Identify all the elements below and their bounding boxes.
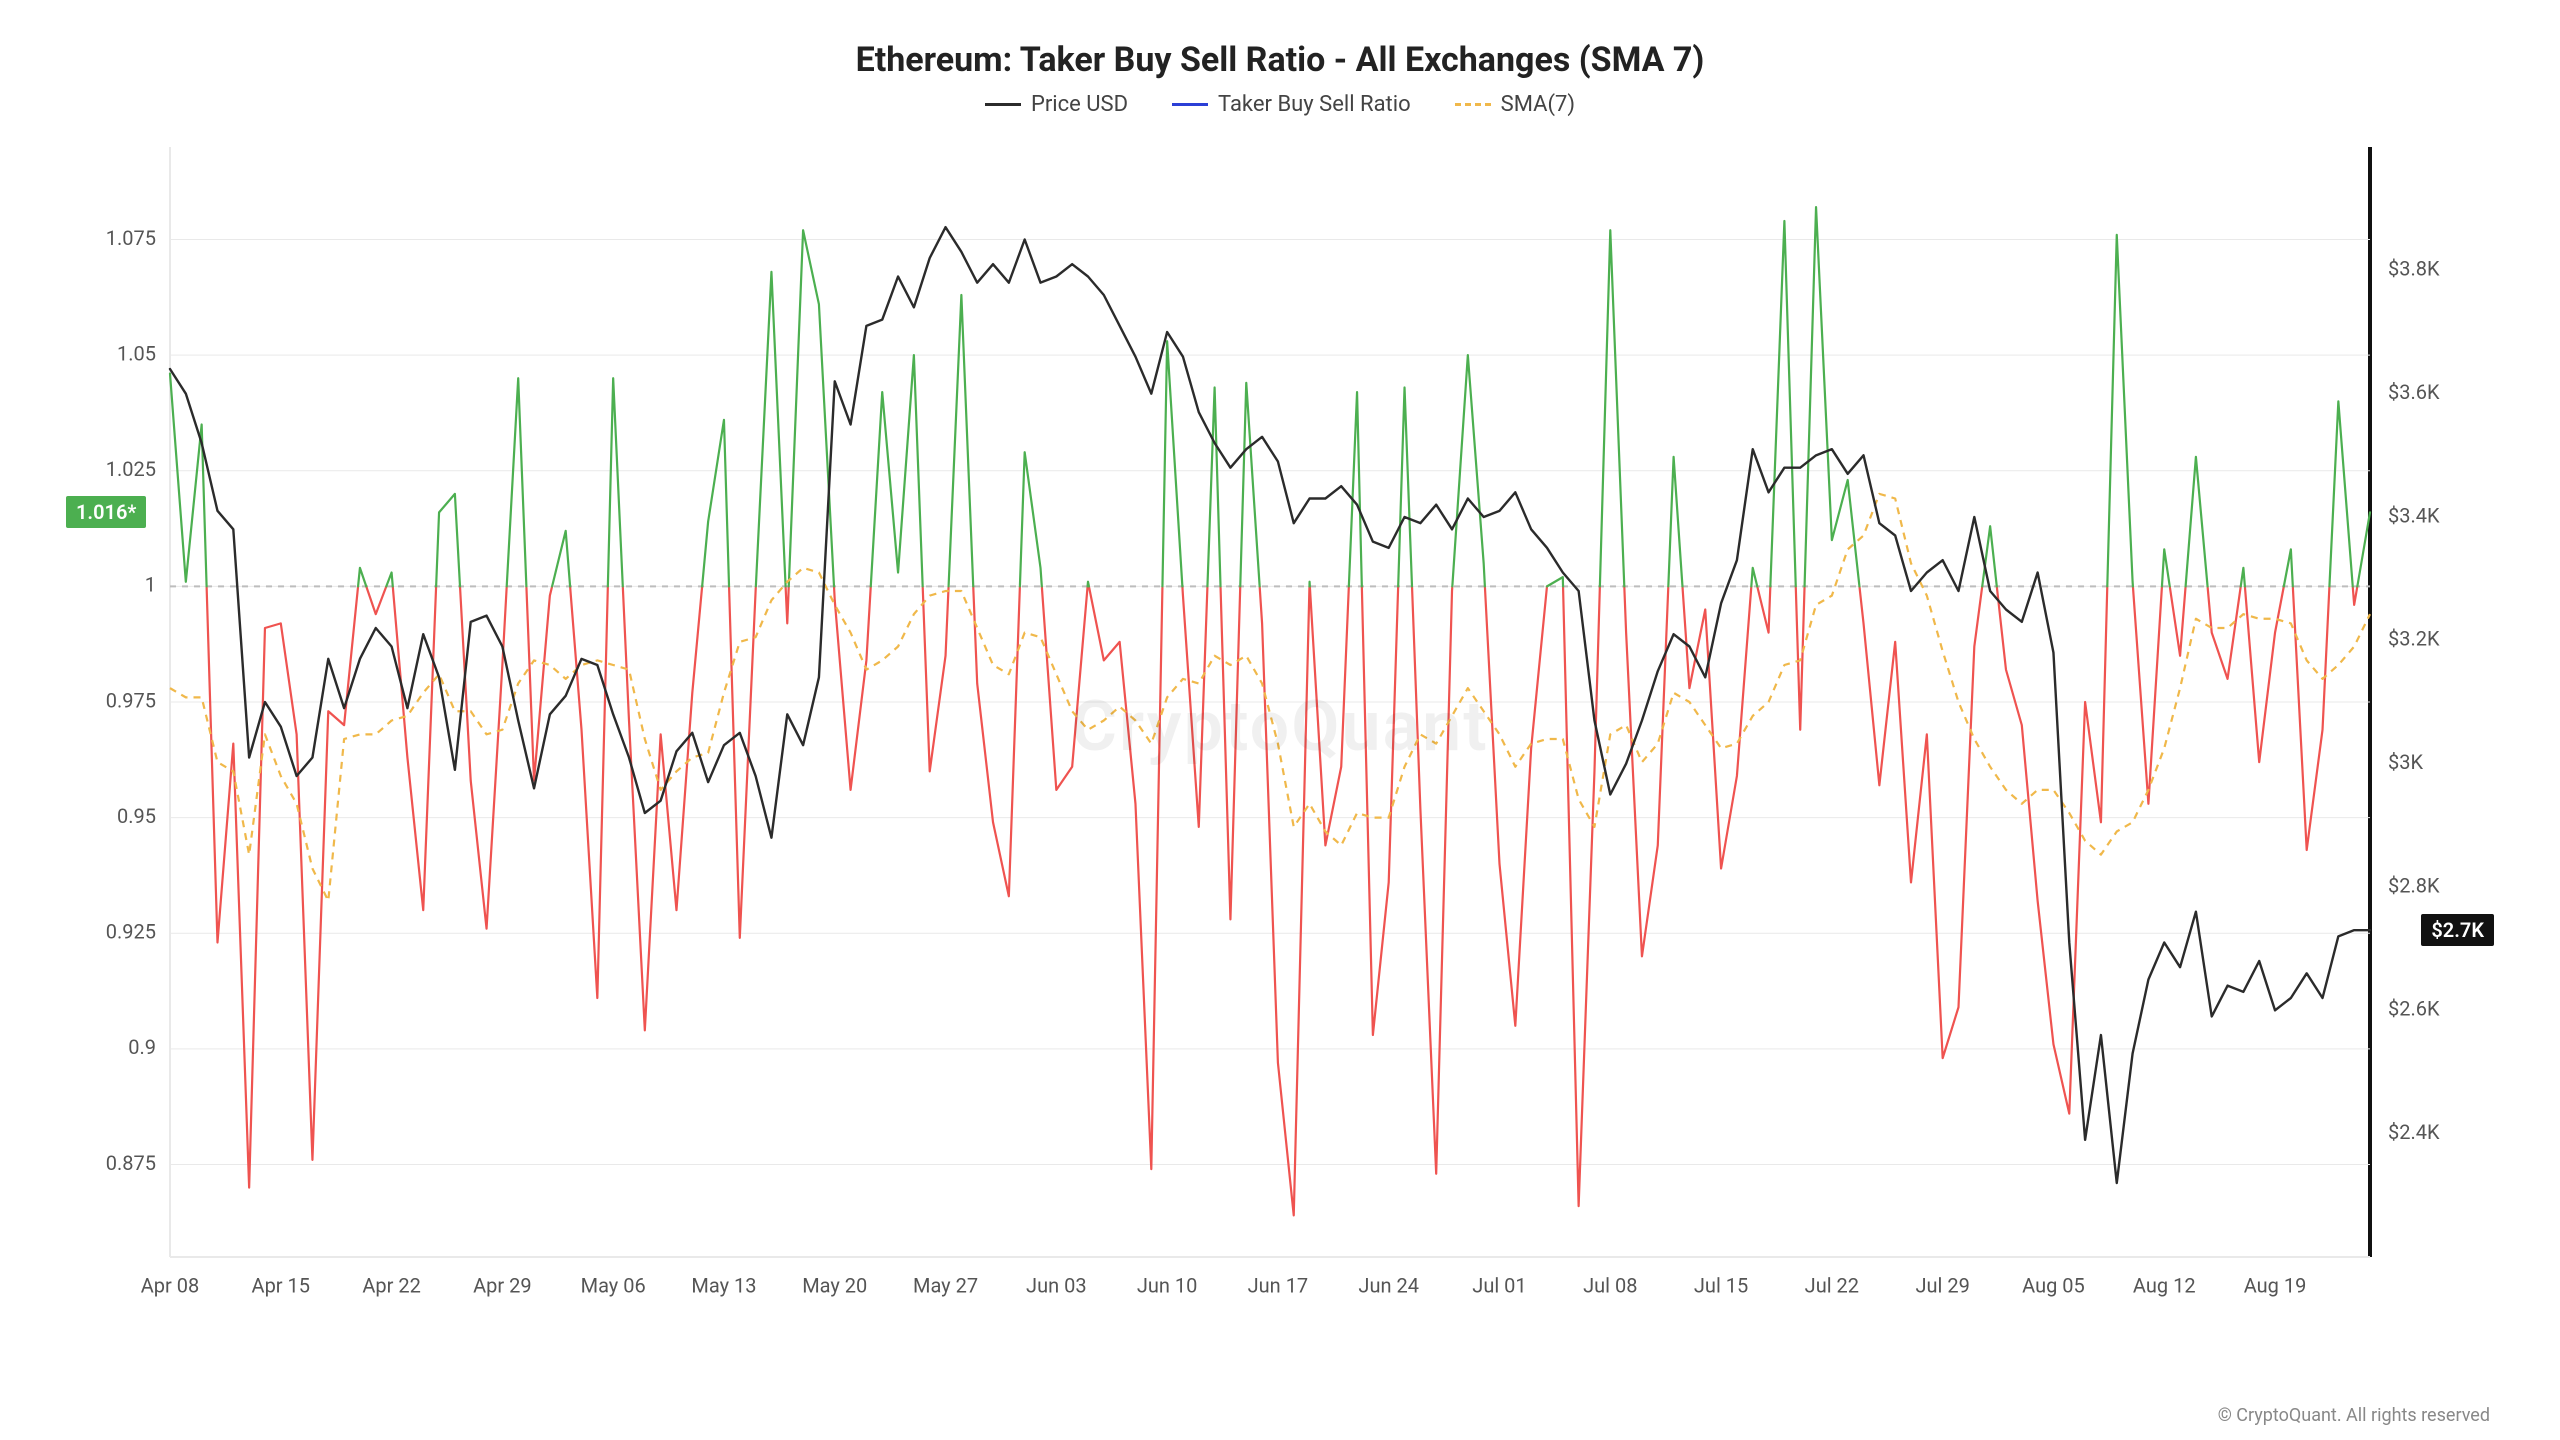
svg-text:Jul 22: Jul 22 xyxy=(1805,1273,1859,1297)
svg-text:0.925: 0.925 xyxy=(106,920,156,944)
legend-item-sma: SMA(7) xyxy=(1455,92,1575,117)
chart-title: Ethereum: Taker Buy Sell Ratio - All Exc… xyxy=(60,40,2500,80)
svg-text:May 20: May 20 xyxy=(802,1273,867,1297)
legend-swatch-sma xyxy=(1455,103,1491,106)
chart-area: 0.875 0.9 0.925 0.95 0.975 1 1.025 1.05 1.075 $2.… xyxy=(60,137,2500,1317)
svg-text:$2.6K: $2.6K xyxy=(2388,997,2440,1021)
svg-text:1.075: 1.075 xyxy=(106,226,156,250)
svg-text:Jun 03: Jun 03 xyxy=(1026,1273,1087,1297)
left-axis-current-badge: 1.016* xyxy=(66,496,146,528)
svg-text:Jul 08: Jul 08 xyxy=(1583,1273,1637,1297)
svg-text:Apr 08: Apr 08 xyxy=(141,1273,200,1297)
legend-label-sma: SMA(7) xyxy=(1501,92,1575,117)
legend-swatch-price xyxy=(985,103,1021,106)
svg-text:Apr 15: Apr 15 xyxy=(252,1273,311,1297)
chart-svg: 0.875 0.9 0.925 0.95 0.975 1 1.025 1.05 1.075 $2.… xyxy=(60,137,2500,1317)
svg-text:$3K: $3K xyxy=(2388,750,2423,774)
svg-text:0.975: 0.975 xyxy=(106,688,156,712)
svg-text:May 13: May 13 xyxy=(691,1273,756,1297)
legend: Price USD Taker Buy Sell Ratio SMA(7) xyxy=(60,92,2500,117)
svg-text:1: 1 xyxy=(145,573,156,597)
legend-item-ratio: Taker Buy Sell Ratio xyxy=(1172,92,1411,117)
svg-text:1.05: 1.05 xyxy=(117,341,156,365)
svg-text:0.875: 0.875 xyxy=(106,1151,156,1175)
svg-text:May 27: May 27 xyxy=(913,1273,978,1297)
svg-text:Jul 15: Jul 15 xyxy=(1694,1273,1748,1297)
svg-text:$3.4K: $3.4K xyxy=(2388,503,2440,527)
svg-text:$2.8K: $2.8K xyxy=(2388,873,2440,897)
svg-text:$2.4K: $2.4K xyxy=(2388,1120,2440,1144)
copyright: © CryptoQuant. All rights reserved xyxy=(2218,1405,2490,1426)
svg-text:0.95: 0.95 xyxy=(117,804,156,828)
svg-text:Apr 22: Apr 22 xyxy=(362,1273,421,1297)
svg-text:$3.6K: $3.6K xyxy=(2388,380,2440,404)
svg-text:Apr 29: Apr 29 xyxy=(473,1273,532,1297)
svg-text:Jun 24: Jun 24 xyxy=(1358,1273,1419,1297)
svg-text:$3.8K: $3.8K xyxy=(2388,257,2440,281)
svg-text:Aug 19: Aug 19 xyxy=(2244,1273,2307,1297)
legend-label-price: Price USD xyxy=(1031,92,1128,117)
svg-text:Jun 17: Jun 17 xyxy=(1248,1273,1309,1297)
svg-text:Aug 12: Aug 12 xyxy=(2133,1273,2196,1297)
svg-text:May 06: May 06 xyxy=(581,1273,646,1297)
legend-item-price: Price USD xyxy=(985,92,1128,117)
right-axis-current-badge: $2.7K xyxy=(2421,914,2494,946)
svg-text:Aug 05: Aug 05 xyxy=(2022,1273,2085,1297)
legend-swatch-ratio xyxy=(1172,103,1208,106)
svg-text:1.025: 1.025 xyxy=(106,457,156,481)
legend-label-ratio: Taker Buy Sell Ratio xyxy=(1218,92,1411,117)
svg-text:Jun 10: Jun 10 xyxy=(1137,1273,1198,1297)
svg-text:Jul 29: Jul 29 xyxy=(1915,1273,1969,1297)
svg-text:Jul 01: Jul 01 xyxy=(1472,1273,1526,1297)
svg-text:0.9: 0.9 xyxy=(128,1035,156,1059)
svg-text:$3.2K: $3.2K xyxy=(2388,627,2440,651)
